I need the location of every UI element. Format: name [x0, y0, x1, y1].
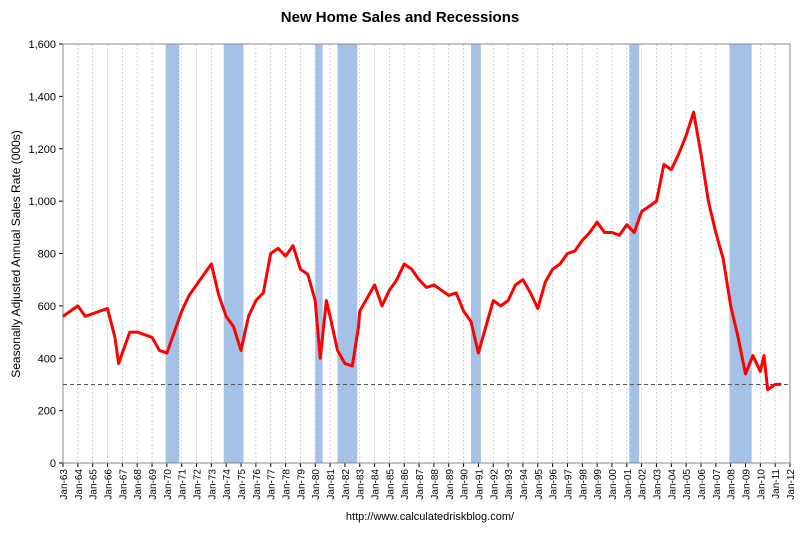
x-tick-label: Jan-66	[104, 469, 115, 500]
x-tick-label: Jan-76	[252, 469, 263, 500]
x-tick-label: Jan-74	[222, 469, 233, 500]
x-tick-label: Jan-01	[623, 469, 634, 500]
x-tick-label: Jan-04	[667, 469, 678, 500]
y-tick-label: 800	[38, 249, 56, 261]
x-tick-label: Jan-65	[89, 469, 100, 500]
series-line	[62, 110, 782, 392]
x-tick-label: Jan-79	[296, 469, 307, 500]
x-tick-label: Jan-83	[356, 469, 367, 500]
x-tick-label: Jan-06	[697, 469, 708, 500]
recession-band	[337, 44, 358, 463]
x-tick-label: Jan-96	[549, 469, 560, 500]
x-tick-label: Jan-77	[267, 469, 278, 500]
x-tick-label: Jan-69	[148, 469, 159, 500]
x-tick-label: Jan-82	[341, 469, 352, 500]
y-tick-label: 1,600	[28, 39, 56, 51]
x-tick-label: Jan-68	[133, 469, 144, 500]
y-tick-label: 0	[50, 458, 56, 470]
x-tick-label: Jan-70	[163, 469, 174, 500]
x-tick-label: Jan-03	[652, 469, 663, 500]
x-tick-label: Jan-95	[534, 469, 545, 500]
x-tick-label: Jan-73	[207, 469, 218, 500]
x-tick-label: Jan-11	[771, 469, 782, 499]
recession-band	[315, 44, 323, 463]
y-tick-label: 1,400	[28, 91, 56, 103]
x-tick-label: Jan-92	[489, 469, 500, 500]
x-tick-label: Jan-98	[578, 469, 589, 500]
source: http://www.calculatedriskblog.com/	[346, 511, 515, 523]
recession-band	[165, 44, 180, 463]
x-tick-label: Jan-86	[400, 469, 411, 500]
x-tick-label: Jan-71	[178, 469, 189, 500]
x-tick-label: Jan-81	[326, 469, 337, 500]
recession-band	[629, 44, 640, 463]
x-tick-label: Jan-89	[445, 469, 456, 500]
x-tick-label: Jan-09	[741, 469, 752, 500]
x-tick-label: Jan-05	[682, 469, 693, 500]
x-tick-label: Jan-75	[237, 469, 248, 500]
x-tick-label: Jan-72	[193, 469, 204, 500]
y-tick-label: 1,000	[28, 196, 56, 208]
x-tick-label: Jan-63	[59, 469, 70, 500]
y-tick-label: 400	[38, 353, 56, 365]
x-tick-label: Jan-85	[385, 469, 396, 500]
x-tick-label: Jan-67	[118, 469, 129, 500]
recession-band	[729, 44, 752, 463]
x-tick-label: Jan-99	[593, 469, 604, 500]
x-tick-label: Jan-08	[727, 469, 738, 500]
recession-band	[223, 44, 244, 463]
chart-title: New Home Sales and Recessions	[281, 9, 519, 26]
x-tick-label: Jan-91	[474, 469, 485, 500]
y-tick-label: 600	[38, 301, 56, 313]
x-tick-label: Jan-84	[371, 469, 382, 500]
plot-frame	[62, 43, 791, 464]
x-tick-label: Jan-02	[638, 469, 649, 500]
x-tick-label: Jan-94	[519, 469, 530, 500]
x-tick-label: Jan-12	[786, 469, 797, 500]
x-tick-label: Jan-80	[311, 469, 322, 500]
x-tick-label: Jan-64	[74, 469, 85, 500]
x-tick-label: Jan-88	[430, 469, 441, 500]
y-tick-label: 200	[38, 406, 56, 418]
x-tick-label: Jan-90	[460, 469, 471, 500]
y-axis-label: Seasonally Adjusted Annual Sales Rate (0…	[9, 130, 23, 378]
y-tick-label: 1,200	[28, 144, 56, 156]
x-tick-label: Jan-78	[282, 469, 293, 500]
x-tick-label: Jan-93	[504, 469, 515, 500]
recession-band	[471, 44, 481, 463]
x-tick-label: Jan-00	[608, 469, 619, 500]
x-tick-label: Jan-87	[415, 469, 426, 500]
x-tick-label: Jan-97	[563, 469, 574, 500]
x-tick-label: Jan-07	[712, 469, 723, 500]
x-tick-label: Jan-10	[756, 469, 767, 500]
